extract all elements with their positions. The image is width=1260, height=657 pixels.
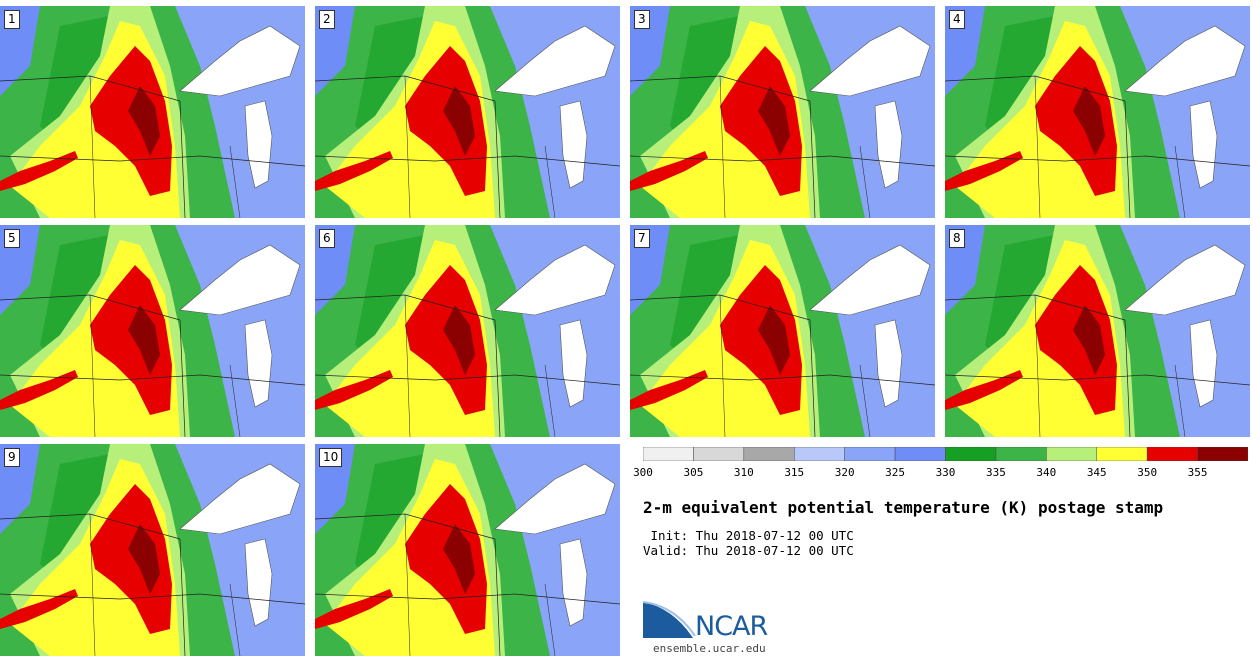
colorbar-ticks: 300 305 310 315 320 325 330 335 340 345 350 355 — [633, 466, 1248, 480]
colorbar-bin — [643, 447, 694, 461]
colorbar-bin — [794, 447, 845, 461]
theta-e-map — [315, 6, 620, 218]
colorbar-tick-label: 330 — [935, 466, 956, 479]
valid-time: Valid: Thu 2018-07-12 00 UTC — [643, 543, 854, 558]
colorbar-bin — [1197, 447, 1248, 461]
theta-e-map — [315, 225, 620, 437]
theta-e-map — [0, 225, 305, 437]
colorbar-bin — [743, 447, 795, 461]
postage-stamp-panel-4: 4 — [945, 6, 1250, 218]
colorbar-bin — [1046, 447, 1098, 461]
theta-e-map — [945, 6, 1250, 218]
colorbar — [643, 447, 1248, 461]
member-number-label: 5 — [4, 229, 20, 248]
member-number-label: 3 — [634, 10, 650, 29]
theta-e-map — [945, 225, 1250, 437]
colorbar-tick-label: 350 — [1137, 466, 1158, 479]
colorbar-tick-label: 340 — [1036, 466, 1057, 479]
theta-e-map — [630, 6, 935, 218]
colorbar-tick-label: 320 — [834, 466, 855, 479]
colorbar-tick-label: 305 — [683, 466, 704, 479]
colorbar-tick-label: 315 — [784, 466, 805, 479]
postage-stamp-panel-8: 8 — [945, 225, 1250, 437]
member-number-label: 6 — [319, 229, 335, 248]
theta-e-map — [0, 444, 305, 656]
postage-stamp-panel-3: 3 — [630, 6, 935, 218]
colorbar-tick-label: 310 — [733, 466, 754, 479]
member-number-label: 4 — [949, 10, 965, 29]
colorbar-tick-label: 300 — [633, 466, 653, 479]
plot-title: 2-m equivalent potential temperature (K)… — [643, 498, 1164, 517]
theta-e-map — [630, 225, 935, 437]
colorbar-bin — [844, 447, 896, 461]
postage-stamp-panel-7: 7 — [630, 225, 935, 437]
member-number-label: 9 — [4, 448, 20, 467]
member-number-label: 7 — [634, 229, 650, 248]
theta-e-map — [0, 6, 305, 218]
colorbar-bin — [1146, 447, 1198, 461]
colorbar-tick-label: 325 — [885, 466, 906, 479]
colorbar-tick-label: 345 — [1086, 466, 1107, 479]
postage-stamp-panel-9: 9 — [0, 444, 305, 656]
postage-stamp-panel-2: 2 — [315, 6, 620, 218]
postage-stamp-panel-6: 6 — [315, 225, 620, 437]
member-number-label: 2 — [319, 10, 335, 29]
colorbar-bin — [1096, 447, 1148, 461]
ncar-logo-icon — [643, 601, 696, 638]
colorbar-bin — [894, 447, 946, 461]
colorbar-bin — [995, 447, 1047, 461]
ncar-logo-text: NCAR — [695, 611, 768, 642]
theta-e-map — [315, 444, 620, 656]
member-number-label: 1 — [4, 10, 20, 29]
member-number-label: 10 — [319, 448, 343, 467]
colorbar-bin — [945, 447, 997, 461]
colorbar-tick-label: 335 — [985, 466, 1006, 479]
init-time: Init: Thu 2018-07-12 00 UTC — [643, 528, 854, 543]
site-url: ensemble.ucar.edu — [653, 642, 766, 655]
member-number-label: 8 — [949, 229, 965, 248]
colorbar-tick-label: 355 — [1187, 466, 1208, 479]
colorbar-bin — [693, 447, 745, 461]
postage-stamp-panel-5: 5 — [0, 225, 305, 437]
postage-stamp-panel-1: 1 — [0, 6, 305, 218]
postage-stamp-panel-10: 10 — [315, 444, 620, 656]
